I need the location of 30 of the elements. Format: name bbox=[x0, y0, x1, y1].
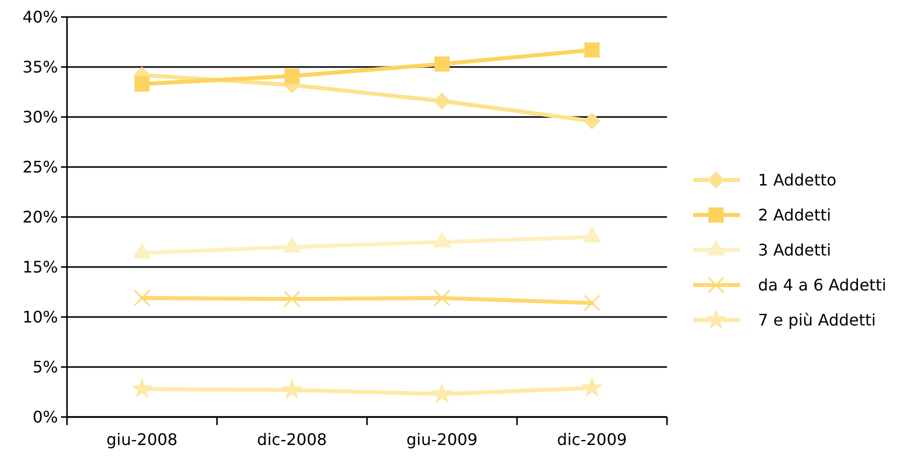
y-tick-label: 35% bbox=[22, 58, 58, 77]
point bbox=[131, 377, 153, 398]
x-tick-label: dic-2009 bbox=[557, 430, 627, 449]
point bbox=[281, 378, 303, 400]
y-tick-label: 25% bbox=[22, 158, 58, 177]
x-tick-label: giu-2009 bbox=[406, 430, 478, 449]
y-tick-label: 30% bbox=[22, 108, 58, 127]
point bbox=[134, 76, 150, 92]
y-tick-label: 20% bbox=[22, 208, 58, 227]
point bbox=[434, 290, 450, 306]
legend-label: 7 e più Addetti bbox=[758, 310, 876, 330]
point bbox=[284, 290, 300, 308]
point bbox=[434, 56, 450, 72]
y-tick-label: 15% bbox=[22, 258, 58, 277]
point bbox=[431, 382, 453, 404]
point bbox=[584, 42, 600, 58]
legend-label: 3 Addetti bbox=[758, 240, 832, 260]
y-tick-label: 0% bbox=[32, 408, 58, 427]
y-tick-label: 40% bbox=[22, 8, 58, 27]
point bbox=[134, 290, 150, 306]
point bbox=[284, 68, 300, 84]
legend-label: 2 Addetti bbox=[758, 206, 832, 225]
x-tick-label: dic-2008 bbox=[257, 430, 327, 449]
point bbox=[584, 294, 600, 312]
x-tick-label: giu-2008 bbox=[106, 430, 178, 449]
legend-label: 1 Addetto bbox=[758, 170, 836, 190]
y-tick-label: 10% bbox=[22, 308, 58, 327]
legend-label: da 4 a 6 Addetti bbox=[758, 276, 886, 295]
y-tick-label: 5% bbox=[32, 358, 58, 377]
point bbox=[581, 376, 603, 398]
